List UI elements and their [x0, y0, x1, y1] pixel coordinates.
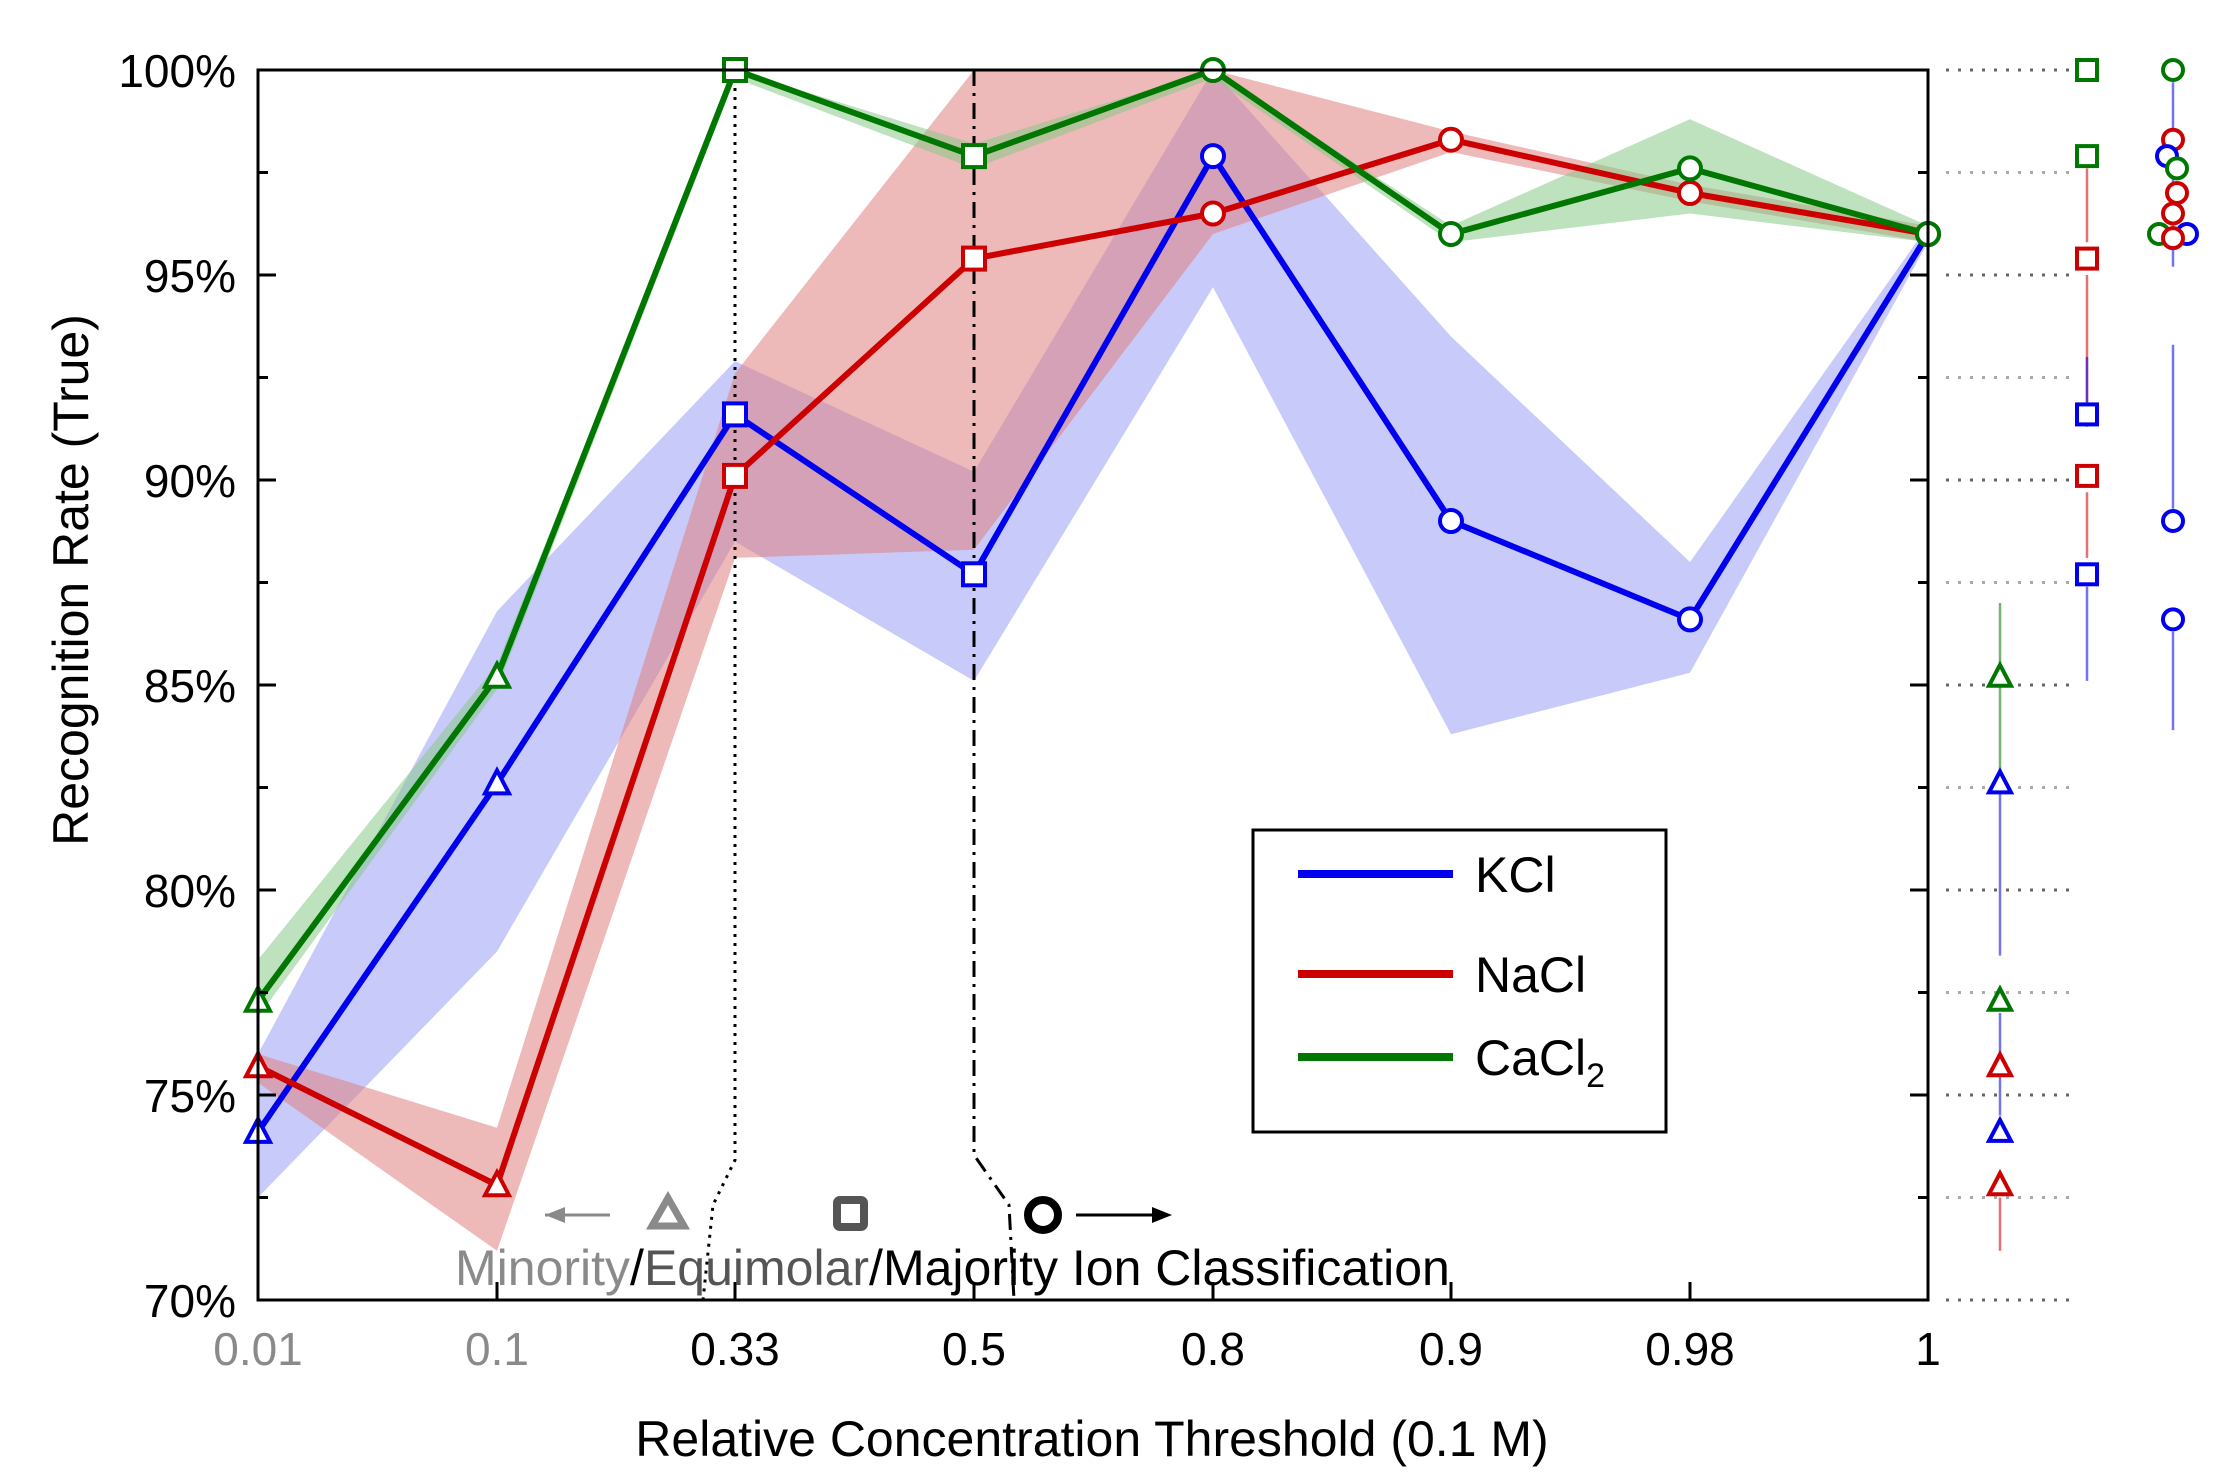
marker-nacl-2 [722, 462, 748, 489]
y-tick-label-4: 90% [144, 455, 236, 507]
x-tick-label-4: 0.8 [1181, 1323, 1245, 1375]
minority-label: Minority [455, 1240, 630, 1296]
series-markers [242, 57, 1941, 1198]
legend-label-kcl: KCl [1475, 847, 1556, 903]
legend-box [1251, 828, 1668, 1134]
marker-cacl2-6 [1677, 155, 1703, 182]
y-tick-label-1: 75% [144, 1070, 236, 1122]
side-marker-circle-9 [2161, 509, 2185, 533]
side-marker-circle-0 [2161, 58, 2185, 82]
side-marker-square-2 [2075, 246, 2099, 271]
series-lines [255, 67, 1931, 1189]
marker-nacl-1 [481, 1167, 513, 1198]
triangle-icon [645, 1190, 691, 1230]
side-marker-square-3 [2075, 402, 2099, 427]
side-marker-square-4 [2075, 463, 2099, 488]
horizontal-dotted-guides [1946, 68, 2072, 1302]
marker-kcl-3 [961, 561, 987, 588]
side-marker-circle-5 [2161, 201, 2185, 226]
marker-kcl-6 [1677, 606, 1703, 633]
majority-label: Majority Ion Classification [883, 1240, 1450, 1296]
x-tick-label-3: 0.5 [942, 1323, 1006, 1375]
side-marker-triangle-5 [1985, 1168, 2015, 1197]
separator-2: / [869, 1240, 883, 1296]
band-nacl [258, 70, 1928, 1251]
marker-kcl-4 [1200, 143, 1226, 170]
side-marker-triangle-0 [1985, 660, 2015, 688]
side-marker-circle-4 [2165, 181, 2189, 205]
circle-icon [1024, 1196, 1062, 1234]
separator-1: / [630, 1240, 644, 1296]
x-tick-label-5: 0.9 [1419, 1323, 1483, 1375]
legend-label-cacl2: CaCl2 [1475, 1030, 1605, 1095]
legend: KCl NaCl CaCl2 [1251, 828, 1668, 1134]
marker-kcl-5 [1438, 508, 1464, 534]
x-tick-label-7: 1 [1915, 1323, 1941, 1375]
threshold-line-0-5 [972, 70, 1016, 1301]
side-marker-triangle-1 [1985, 767, 2015, 795]
marker-kcl-1 [481, 766, 513, 796]
x-tick-label-1: 0.1 [465, 1323, 529, 1375]
side-marker-square-5 [2075, 562, 2099, 587]
y-tick-label-3: 85% [144, 660, 236, 712]
side-marker-circle-8 [2161, 226, 2185, 251]
side-marker-circle-10 [2161, 607, 2185, 632]
side-marker-triangle-2 [1985, 984, 2015, 1012]
band-cacl2 [258, 70, 1928, 1018]
square-icon [833, 1196, 868, 1231]
y-tick-label-6: 100% [118, 45, 236, 97]
y-tick-label-5: 95% [144, 250, 236, 302]
marker-nacl-5 [1438, 126, 1464, 153]
legend-label-nacl: NaCl [1475, 947, 1586, 1003]
svg-text:Minority/Equimolar/Majority Io: Minority/Equimolar/Majority Ion Classifi… [455, 1240, 1450, 1296]
axes: 70% 75% 80% 85% 90% 95% 100% 0.01 0.1 0.33 0.5 0.8 0… [118, 45, 1940, 1375]
threshold-lines [701, 70, 1016, 1301]
line-nacl [256, 136, 1929, 1189]
marker-cacl2-5 [1438, 221, 1464, 247]
y-tick-label-2: 80% [144, 865, 236, 917]
line-kcl [255, 153, 1931, 1134]
marker-kcl-2 [722, 401, 748, 428]
x-axis-title: Relative Concentration Threshold (0.1 M) [635, 1411, 1548, 1467]
y-tick-label-0: 70% [144, 1275, 236, 1327]
side-marker-square-1 [2075, 144, 2099, 169]
marker-nacl-6 [1677, 180, 1703, 206]
marker-cacl2-3 [961, 143, 987, 170]
minority-arrow-head [545, 1207, 565, 1223]
marker-nacl-4 [1200, 200, 1226, 227]
marker-nacl-3 [961, 245, 987, 272]
majority-arrow-head [1152, 1207, 1172, 1223]
side-distribution [1985, 58, 2199, 1251]
side-marker-square-0 [2075, 58, 2099, 82]
side-marker-triangle-4 [1985, 1115, 2015, 1143]
side-marker-circle-3 [2165, 156, 2189, 181]
x-tick-label-2: 0.33 [690, 1323, 780, 1375]
x-tick-label-6: 0.98 [1645, 1323, 1735, 1375]
equimolar-label: Equimolar [644, 1240, 869, 1296]
side-marker-triangle-3 [1985, 1049, 2015, 1078]
marker-cacl2-1 [481, 659, 513, 689]
classification-annotation: Minority/Equimolar/Majority Ion Classifi… [455, 1190, 1450, 1296]
line-cacl2 [255, 67, 1929, 1003]
y-axis-title: Recognition Rate (True) [43, 314, 99, 846]
x-tick-label-0: 0.01 [213, 1323, 303, 1375]
